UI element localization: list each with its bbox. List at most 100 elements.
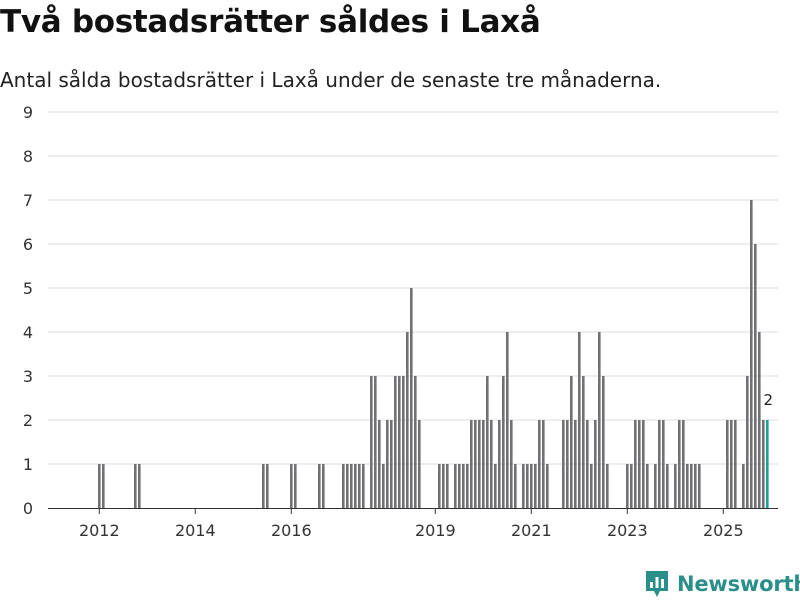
bar <box>582 376 585 508</box>
bar <box>750 200 753 508</box>
bar <box>470 420 473 508</box>
bar <box>606 464 609 508</box>
logo-text: Newsworthy <box>677 572 800 596</box>
bar <box>482 420 485 508</box>
bar <box>490 420 493 508</box>
bar <box>754 244 757 508</box>
bar-chart: 0 1 2 3 4 5 6 7 8 9 2012 2014 2016 2019 2021 2023 2025 2 <box>23 103 778 540</box>
y-tick-label: 6 <box>23 235 33 254</box>
bar <box>138 464 141 508</box>
bar <box>506 332 509 508</box>
x-tick-label: 2012 <box>79 521 120 540</box>
bar <box>522 464 525 508</box>
bar <box>350 464 353 508</box>
x-tick-label: 2025 <box>703 521 744 540</box>
bar <box>346 464 349 508</box>
data-label: 2 <box>764 391 774 409</box>
bar <box>374 376 377 508</box>
bar <box>454 464 457 508</box>
bar <box>362 464 365 508</box>
bar <box>342 464 345 508</box>
bar <box>394 376 397 508</box>
bar <box>438 464 441 508</box>
bar <box>566 420 569 508</box>
bar <box>98 464 101 508</box>
chart-subtitle: Antal sålda bostadsrätter i Laxå under d… <box>0 68 662 92</box>
y-tick-label: 9 <box>23 103 33 122</box>
bar <box>658 420 661 508</box>
bar <box>134 464 137 508</box>
bar <box>674 464 677 508</box>
bar <box>654 464 657 508</box>
bar <box>586 420 589 508</box>
x-tick-label: 2019 <box>415 521 456 540</box>
bar <box>322 464 325 508</box>
bar <box>418 420 421 508</box>
newsworthy-logo: Newsworthy <box>644 568 800 600</box>
bar <box>626 464 629 508</box>
bar <box>694 464 697 508</box>
bar <box>598 332 601 508</box>
bar <box>474 420 477 508</box>
bar <box>538 420 541 508</box>
bar <box>578 332 581 508</box>
bar <box>446 464 449 508</box>
x-tick-label: 2014 <box>175 521 216 540</box>
bar <box>102 464 105 508</box>
y-tick-label: 4 <box>23 323 33 342</box>
bar <box>294 464 297 508</box>
x-tick-label: 2021 <box>511 521 552 540</box>
bar <box>746 376 749 508</box>
bar <box>414 376 417 508</box>
y-tick-label: 2 <box>23 411 33 430</box>
bar <box>318 464 321 508</box>
bar <box>546 464 549 508</box>
bar <box>406 332 409 508</box>
bar <box>378 420 381 508</box>
bar <box>390 420 393 508</box>
bar <box>502 376 505 508</box>
bar <box>398 376 401 508</box>
bar <box>386 420 389 508</box>
x-tick-label: 2016 <box>271 521 312 540</box>
bar <box>478 420 481 508</box>
bar <box>370 376 373 508</box>
bar <box>494 464 497 508</box>
bar <box>510 420 513 508</box>
bar <box>526 464 529 508</box>
y-tick-label: 8 <box>23 147 33 166</box>
bar <box>662 420 665 508</box>
bar <box>726 420 729 508</box>
bar <box>354 464 357 508</box>
bar <box>678 420 681 508</box>
bar <box>602 376 605 508</box>
bar <box>290 464 293 508</box>
bar <box>698 464 701 508</box>
y-tick-label: 7 <box>23 191 33 210</box>
x-tick-label: 2023 <box>607 521 648 540</box>
bar <box>638 420 641 508</box>
bar <box>690 464 693 508</box>
bar <box>666 464 669 508</box>
bar <box>562 420 565 508</box>
bar <box>734 420 737 508</box>
bar <box>358 464 361 508</box>
bar <box>266 464 269 508</box>
bar-highlight <box>766 420 769 508</box>
bar <box>466 464 469 508</box>
bar <box>594 420 597 508</box>
bar <box>486 376 489 508</box>
bar <box>402 376 405 508</box>
bar <box>542 420 545 508</box>
bar <box>534 464 537 508</box>
bar <box>410 288 413 508</box>
bar <box>762 420 765 508</box>
y-tick-label: 5 <box>23 279 33 298</box>
bar <box>730 420 733 508</box>
y-tick-label: 3 <box>23 367 33 386</box>
bar <box>570 376 573 508</box>
bar <box>634 420 637 508</box>
bar <box>574 420 577 508</box>
y-tick-label: 0 <box>23 499 33 518</box>
bar <box>686 464 689 508</box>
